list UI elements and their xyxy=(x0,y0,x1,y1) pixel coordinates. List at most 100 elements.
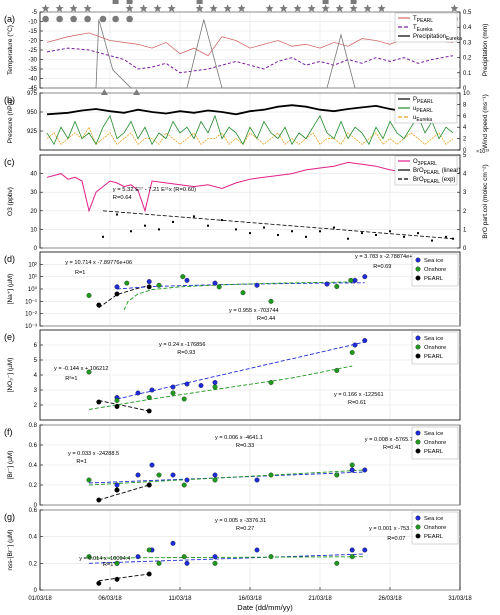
fit-equation-sea-ice: y = 0.006 x -4641.1 xyxy=(215,435,263,441)
onshore-point xyxy=(114,398,120,403)
legend-label: Onshore xyxy=(424,267,446,273)
o3-line xyxy=(46,161,454,213)
bro-point xyxy=(158,228,160,231)
onshore-point xyxy=(86,369,92,375)
fit-pearl-line xyxy=(98,573,150,582)
y-tick-label: 0.6 xyxy=(29,508,38,514)
bro-point xyxy=(319,230,321,233)
y-right-tick-label: 5 xyxy=(463,153,467,159)
weather-square-icon xyxy=(126,0,133,4)
onshore-point xyxy=(124,280,130,286)
y-tick-label: 975 xyxy=(27,91,38,97)
y-tick-label: 925 xyxy=(27,129,38,135)
onshore-point xyxy=(268,554,274,560)
legend-marker xyxy=(415,275,421,281)
onshore-point xyxy=(181,554,187,560)
fit-equation-sea-ice: y = 0.005 x -3376.31 xyxy=(215,518,266,524)
onshore-point xyxy=(349,350,355,355)
bro-point xyxy=(277,233,279,236)
bro-point xyxy=(193,215,195,218)
y-tick-label: 0 xyxy=(34,588,38,594)
y-tick-label: 950 xyxy=(27,110,38,116)
legend-marker xyxy=(415,533,421,539)
sea-ice-point xyxy=(135,554,141,560)
pearl-point xyxy=(96,302,102,308)
bro-point xyxy=(235,228,237,231)
sea-ice-point xyxy=(135,472,141,478)
weather-star-icon xyxy=(349,4,358,12)
y-tick-label: 0 xyxy=(34,503,38,509)
sea-ice-point xyxy=(212,380,218,385)
legend-label: Sea ice xyxy=(424,258,443,264)
weather-star-icon xyxy=(69,4,78,12)
weather-circle-icon xyxy=(42,15,49,23)
pearl-point xyxy=(96,399,102,405)
legend-marker xyxy=(415,524,421,530)
weather-star-icon xyxy=(209,4,218,12)
weather-star-icon xyxy=(41,4,50,12)
onshore-point xyxy=(334,560,340,566)
bro-point xyxy=(207,224,209,227)
sea-ice-point xyxy=(146,279,152,285)
pearl-point xyxy=(114,291,120,297)
weather-square-icon xyxy=(322,0,329,4)
bro-fit-line xyxy=(102,210,454,240)
sea-ice-point xyxy=(184,381,190,387)
sea-ice-point xyxy=(149,387,155,393)
legend-label: Sea ice xyxy=(424,431,443,437)
fit-equation-onshore: y = 3.783 x -2.78874e+06 xyxy=(355,254,419,260)
y-tick-label: 10² xyxy=(28,262,37,268)
y-tick-label: -20 xyxy=(28,39,37,45)
x-tick-label: 16/03/18 xyxy=(238,596,262,602)
y-tick-label: 40 xyxy=(30,172,37,178)
bro-point xyxy=(305,235,307,238)
y-tick-label: 10⁰ xyxy=(28,286,38,293)
onshore-point xyxy=(156,282,162,288)
bro-point xyxy=(445,235,447,238)
legend-label: TPEARL xyxy=(413,16,433,24)
y-right-tick-label: 6 xyxy=(463,114,467,120)
sea-ice-point xyxy=(254,282,260,288)
onshore-point xyxy=(146,395,152,400)
sea-ice-point xyxy=(184,277,190,283)
legend-label: BrOPEARL (exp) xyxy=(413,177,455,185)
panel-b: 975 950 925 Pressure (hPa)(b) 10 8 6 4 2 0 Wind sp… xyxy=(4,91,489,154)
panel-d: 10⁻³ 10⁻² 10⁻¹ 10⁰ 10¹ 10² [Na⁺] (µM) (d) y = 10… xyxy=(4,251,461,330)
weather-star-icon xyxy=(83,4,92,12)
weather-circle-icon xyxy=(99,15,107,23)
y-tick-label: 0 xyxy=(34,246,38,252)
legend-marker xyxy=(415,344,421,350)
legend-label: Onshore xyxy=(424,345,446,351)
legend-label: PEARL xyxy=(424,534,444,540)
pearl-point xyxy=(114,487,120,493)
y-tick-label: -40 xyxy=(28,77,37,83)
y-axis-label: [NO₃⁻] (µM) xyxy=(7,358,14,393)
y-right-tick-label: 3 xyxy=(463,190,467,196)
y-tick-label: 10 xyxy=(30,227,37,233)
bro-fit-equation: y = 5.32 E¹⁷ - 7.21 E¹¹x (R=0.60) xyxy=(113,186,196,193)
sea-ice-point xyxy=(352,277,358,283)
fit-r-sea-ice: R=0.27 xyxy=(236,526,254,532)
sea-ice-point xyxy=(184,477,190,483)
y-right-tick-label: 2 xyxy=(463,209,467,215)
y-right-tick-label: 0 xyxy=(463,86,467,92)
legend-label: Sea ice xyxy=(424,336,443,342)
panel-label: (f) xyxy=(4,427,13,437)
x-axis-label: Date (dd/mm/yy) xyxy=(237,603,293,612)
weather-star-icon xyxy=(153,4,162,12)
y-right-tick-label: 10 xyxy=(463,91,470,97)
weather-square-icon xyxy=(350,0,357,4)
fit-r-sea-ice: R=0.93 xyxy=(177,350,195,356)
sea-ice-point xyxy=(352,342,358,348)
y-tick-label: -25 xyxy=(28,48,37,54)
weather-star-icon xyxy=(139,4,148,12)
bro-fit-r: R=0.64 xyxy=(113,195,133,201)
y-tick-label: 0.2 xyxy=(29,561,38,567)
onshore-point xyxy=(334,284,340,289)
sea-ice-point xyxy=(362,274,368,280)
onshore-point xyxy=(268,380,274,385)
fit-equation-pearl: y = 0.033 x -24288.5 xyxy=(68,451,119,457)
precipitation-line xyxy=(47,19,453,89)
onshore-point xyxy=(212,560,218,566)
sea-ice-point xyxy=(114,482,120,488)
